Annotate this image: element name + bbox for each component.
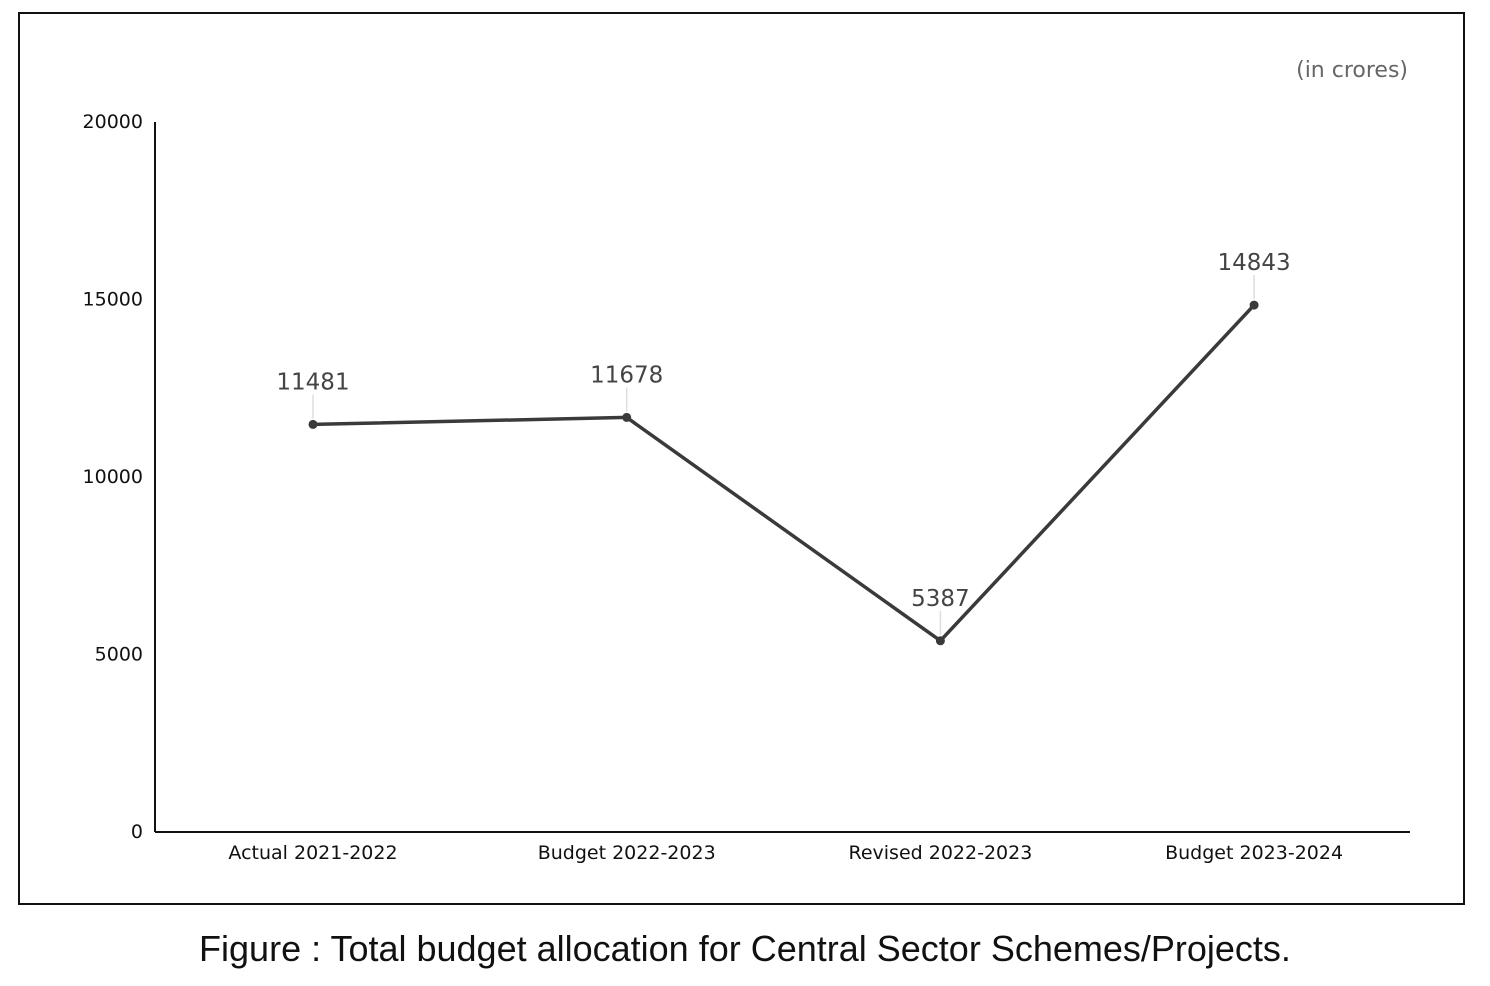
data-label: 11678 xyxy=(590,362,663,388)
data-label: 5387 xyxy=(911,586,970,612)
y-tick-label: 0 xyxy=(131,821,143,843)
x-tick-label: Budget 2023-2024 xyxy=(1165,842,1343,864)
data-point xyxy=(935,636,945,646)
data-point xyxy=(308,419,318,429)
x-tick-label: Revised 2022-2023 xyxy=(848,842,1032,864)
x-tick-label: Budget 2022-2023 xyxy=(538,842,716,864)
data-label: 11481 xyxy=(276,369,349,395)
chart-frame xyxy=(18,12,1465,905)
data-point xyxy=(622,412,632,422)
y-tick-label: 20000 xyxy=(83,111,143,133)
data-point xyxy=(1249,300,1259,310)
figure-caption: Figure : Total budget allocation for Cen… xyxy=(199,928,1291,969)
series-line xyxy=(312,303,1256,643)
x-tick-label: Actual 2021-2022 xyxy=(228,842,397,864)
data-label: 14843 xyxy=(1218,250,1291,276)
y-tick-label: 10000 xyxy=(83,466,143,488)
y-tick-label: 15000 xyxy=(83,289,143,311)
unit-note: (in crores) xyxy=(1296,58,1408,83)
y-tick-label: 5000 xyxy=(95,644,143,666)
